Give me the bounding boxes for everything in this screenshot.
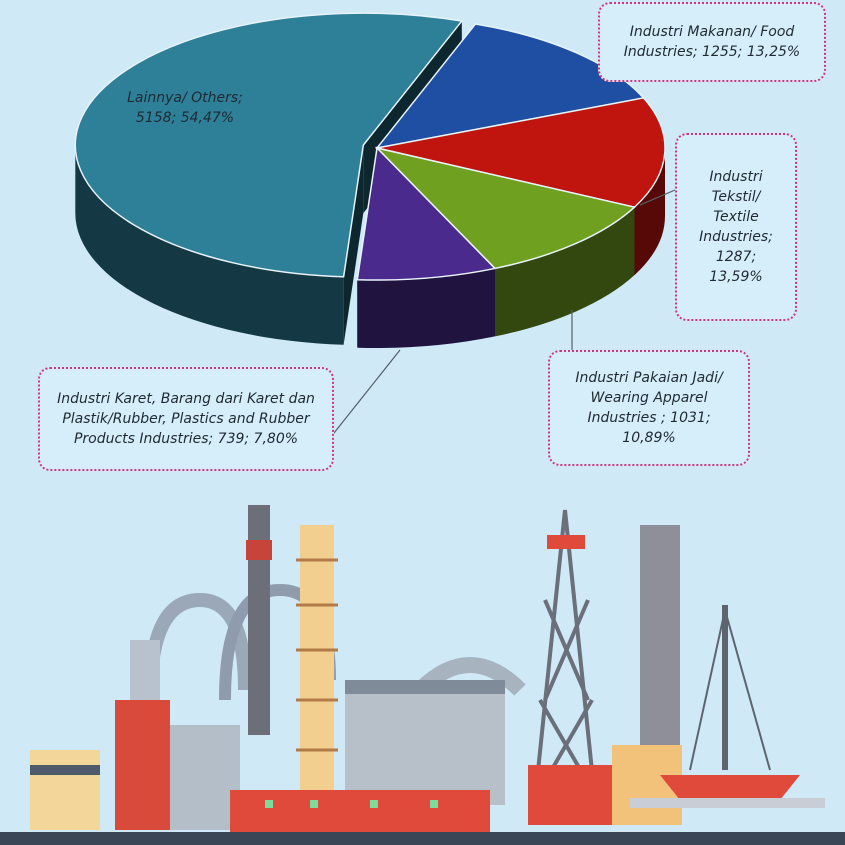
slice-wall [343,145,364,345]
data-label: Industri Makanan/ Food Industries; 1255;… [598,2,826,82]
pie-slice [74,12,464,278]
slice-side [75,145,344,345]
pie-slice [356,146,497,281]
slice-side [357,268,495,349]
pie-slice [376,97,666,208]
data-label: Industri Karet, Barang dari Karet dan Pl… [38,367,334,471]
data-label: Industri Pakaian Jadi/ Wearing Apparel I… [548,350,750,466]
pie [74,12,666,349]
data-label: Lainnya/ Others; 5158; 54,47% [127,90,243,126]
slice-side [494,207,635,337]
pie-slice [374,146,637,270]
pie-slice [375,23,645,150]
factory-illustration [0,505,845,845]
data-label: Industri Tekstil/ Textile Industries; 12… [675,133,797,321]
